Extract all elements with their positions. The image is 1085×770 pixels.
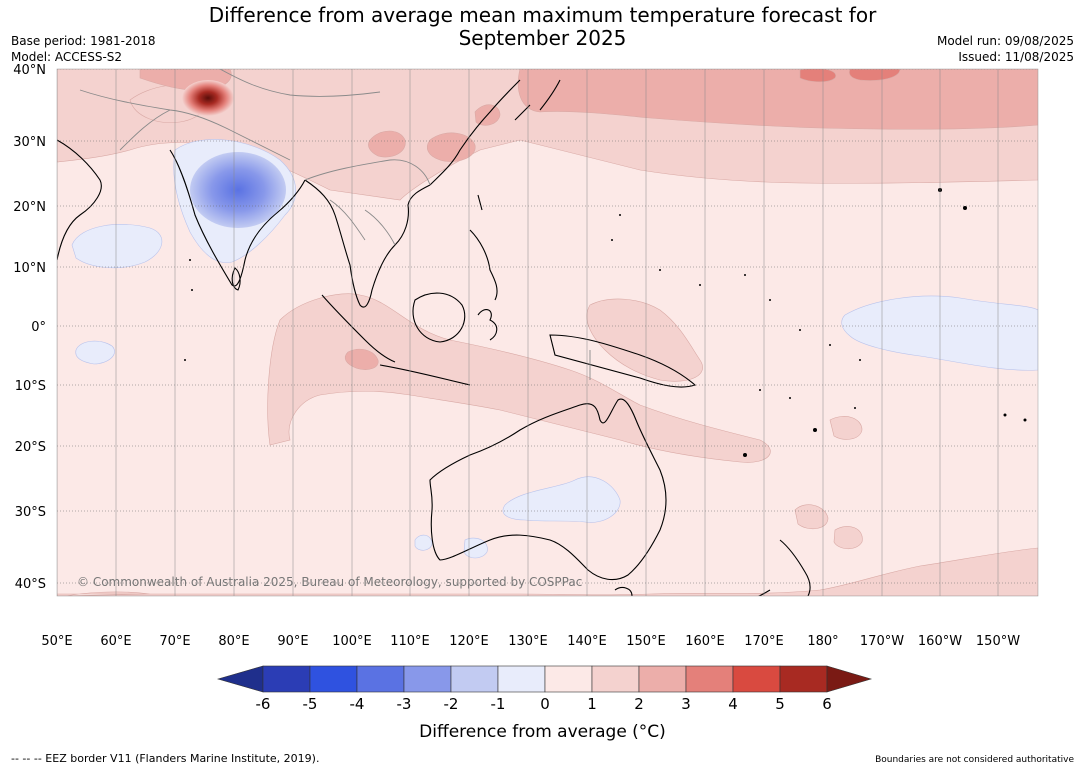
country-borders (79, 69, 591, 380)
coastlines (57, 79, 811, 596)
run-info: Model run: 09/08/2025 Issued: 11/08/2025 (937, 33, 1074, 65)
anomaly-india-cold (190, 152, 286, 228)
anomaly-pacific-warm (586, 298, 703, 382)
longitude-label: 120°E (449, 634, 489, 649)
colorbar-segment (685, 665, 734, 693)
title-line-2: September 2025 (458, 26, 627, 50)
model-run: Model run: 09/08/2025 (936, 34, 1074, 48)
page-title: Difference from average mean maximum tem… (0, 4, 1085, 50)
anomaly-southwest (57, 595, 180, 596)
latitude-label: 0° (31, 320, 46, 335)
colorbar-segment (450, 665, 499, 693)
anomaly-patch-hot-ne (799, 69, 901, 83)
anomaly-indianocean-south (57, 595, 59, 596)
colorbar-segment (309, 665, 358, 693)
anomaly-patch-japan (427, 132, 476, 162)
longitude-label: 150°E (626, 634, 666, 649)
colorbar-min-extend (216, 665, 264, 693)
colorbar-tick-label: 3 (681, 695, 691, 713)
colorbar-label: Difference from average (°C) (419, 722, 666, 742)
latitude-label: 40°N (13, 63, 46, 78)
longitude-label: 60°E (100, 634, 131, 649)
title-line-1: Difference from average mean maximum tem… (208, 3, 877, 27)
colorbar-tick-label: -2 (444, 695, 459, 713)
colorbar-tick-label: -4 (350, 695, 365, 713)
anomaly-arabiansea-light (71, 224, 163, 269)
longitude-label: 100°E (332, 634, 372, 649)
anomaly-indianocean-light (75, 340, 115, 365)
map-frame (56, 68, 1039, 597)
graticule (57, 69, 1038, 596)
longitude-label: 150°W (976, 634, 1020, 649)
anomaly-tasman (794, 504, 863, 550)
anomaly-band-north-2 (517, 69, 1038, 130)
colorbar-segment (356, 665, 405, 693)
boundaries-disclaimer: Boundaries are not considered authoritat… (875, 755, 1074, 765)
longitude-label: 160°W (918, 634, 962, 649)
colorbar-tick-label: 5 (775, 695, 785, 713)
model-info: Base period: 1981-2018 Model: ACCESS-S2 (11, 33, 156, 65)
colorbar-ticks: -6 -5 -4 -3 -2 -1 0 1 2 3 4 5 6 (256, 695, 832, 713)
colorbar-max-extend (826, 665, 873, 693)
latitude-label: 40°S (15, 577, 46, 592)
longitude-label: 130°E (508, 634, 548, 649)
anomaly-hotspot-himalaya (182, 80, 234, 116)
anomaly-coral-warm (829, 416, 863, 440)
latitude-label: 10°S (15, 379, 46, 394)
anomaly-australia-cold (502, 476, 621, 523)
longitude-label: 170°E (744, 634, 784, 649)
anomaly-field (57, 69, 1038, 596)
base-period: Base period: 1981-2018 (11, 34, 156, 48)
longitude-label: 70°E (159, 634, 190, 649)
colorbar-segment (403, 665, 452, 693)
pacific-islands (184, 188, 1027, 457)
latitude-labels: 40°N 30°N 20°N 10°N 0° 10°S 20°S 30°S 40°S (13, 63, 46, 592)
colorbar-segment (732, 665, 781, 693)
latitude-label: 20°N (13, 200, 46, 215)
colorbar-segment (779, 665, 828, 693)
longitude-label: 90°E (277, 634, 308, 649)
anomaly-eq-indian (267, 293, 771, 463)
latitude-label: 30°N (13, 135, 46, 150)
colorbar-tick-label: 6 (822, 695, 832, 713)
colorbar-segment (638, 665, 687, 693)
model-name: Model: ACCESS-S2 (11, 50, 123, 64)
colorbar-tick-label: 1 (587, 695, 597, 713)
colorbar-tick-label: -1 (491, 695, 506, 713)
colorbar-tick-label: 0 (540, 695, 550, 713)
colorbar-segment (497, 665, 546, 693)
colorbar-segment (544, 665, 593, 693)
nz-outline (758, 539, 811, 596)
anomaly-maritime-warm (344, 348, 379, 370)
copyright-text: © Commonwealth of Australia 2025, Bureau… (77, 575, 582, 589)
longitude-label: 160°E (685, 634, 725, 649)
latitude-label: 10°N (13, 261, 46, 276)
colorbar-tick-label: -6 (256, 695, 271, 713)
colorbar-tick-label: 2 (634, 695, 644, 713)
colorbar-segment (262, 665, 311, 693)
longitude-label: 80°E (218, 634, 249, 649)
colorbar-tick-label: 4 (728, 695, 738, 713)
longitude-label: 180° (807, 634, 838, 649)
anomaly-patch-tibet (368, 130, 406, 158)
latitude-label: 20°S (15, 440, 46, 455)
longitude-label: 170°W (860, 634, 904, 649)
colorbar-tick-label: -5 (303, 695, 318, 713)
longitude-label: 140°E (567, 634, 607, 649)
colorbar (216, 665, 873, 693)
eez-legend: -- -- -- EEZ border V11 (Flanders Marine… (11, 752, 320, 765)
colorbar-tick-label: -3 (397, 695, 412, 713)
issued-date: Issued: 11/08/2025 (958, 50, 1074, 64)
longitude-label: 110°E (390, 634, 430, 649)
longitude-labels: 50°E 60°E 70°E 80°E 90°E 100°E 110°E 120°E 130°E… (41, 634, 1020, 649)
australia-outline (429, 398, 667, 581)
longitude-label: 50°E (41, 634, 72, 649)
latitude-label: 30°S (15, 505, 46, 520)
colorbar-segment (591, 665, 640, 693)
